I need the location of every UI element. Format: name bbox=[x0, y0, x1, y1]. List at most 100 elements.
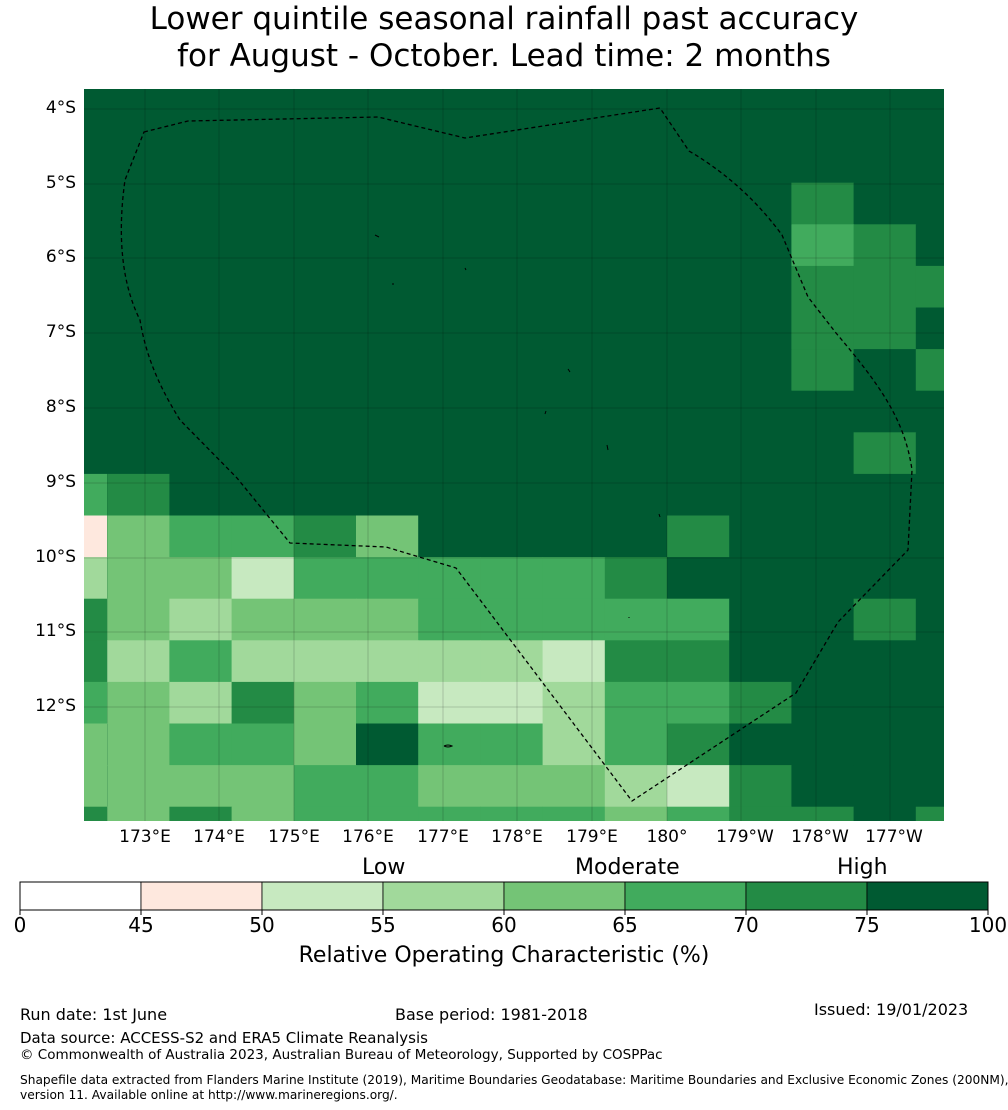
grid-cell bbox=[604, 515, 668, 558]
grid-cell bbox=[915, 765, 944, 808]
grid-cell bbox=[667, 182, 730, 225]
grid-cell bbox=[667, 89, 730, 100]
grid-cell bbox=[84, 473, 107, 516]
grid-cell bbox=[356, 182, 419, 225]
grid-cell bbox=[418, 473, 481, 516]
grid-cell bbox=[107, 390, 170, 433]
grid-cell bbox=[107, 141, 170, 184]
grid-cell bbox=[107, 432, 170, 475]
island-specks bbox=[374, 234, 661, 748]
grid-cell bbox=[231, 89, 295, 100]
grid-cell bbox=[915, 99, 944, 142]
longitude-label: 177°E bbox=[417, 827, 469, 847]
grid-cell bbox=[729, 349, 792, 392]
colorbar-segment bbox=[261, 881, 384, 911]
grid-cell bbox=[915, 515, 944, 558]
grid-cell bbox=[791, 141, 855, 184]
grid-cell bbox=[729, 598, 792, 641]
grid-cell bbox=[542, 141, 606, 184]
grid-cell bbox=[729, 723, 792, 766]
colorbar-tick-label: 0 bbox=[13, 913, 27, 937]
grid-cell bbox=[853, 224, 917, 267]
grid-cell bbox=[84, 681, 107, 724]
grid-cell bbox=[791, 557, 855, 600]
longitude-label: 174°E bbox=[193, 827, 245, 847]
grid-cell bbox=[729, 89, 792, 100]
grid-cell bbox=[107, 515, 170, 558]
grid-cell bbox=[853, 349, 917, 392]
grid-cell bbox=[107, 307, 170, 350]
grid-cell bbox=[480, 99, 544, 142]
grid-cell bbox=[231, 681, 295, 724]
grid-cell bbox=[231, 349, 295, 392]
latitude-label: 10°S bbox=[35, 547, 76, 567]
map-title-line-2: for August - October. Lead time: 2 month… bbox=[177, 38, 831, 74]
grid-cell bbox=[293, 182, 357, 225]
grid-cell bbox=[853, 598, 917, 641]
grid-cell bbox=[667, 723, 730, 766]
grid-cell bbox=[293, 99, 357, 142]
grid-cell bbox=[169, 806, 233, 821]
grid-cell bbox=[84, 224, 107, 267]
issued-date: Issued: 19/01/2023 bbox=[814, 1000, 969, 1019]
grid-cell bbox=[84, 182, 107, 225]
grid-cell bbox=[791, 723, 855, 766]
grid-cell bbox=[604, 390, 668, 433]
grid-cell bbox=[729, 432, 792, 475]
grid-cell bbox=[231, 723, 295, 766]
colorbar-segment bbox=[19, 881, 142, 911]
grid-cell bbox=[231, 515, 295, 558]
grid-cell bbox=[107, 473, 170, 516]
category-label-low: Low bbox=[362, 855, 406, 880]
grid-cell bbox=[604, 806, 668, 821]
grid-cell bbox=[231, 473, 295, 516]
colorbar-tick-label: 50 bbox=[249, 913, 275, 937]
grid-cell bbox=[356, 557, 419, 600]
grid-cell bbox=[542, 806, 606, 821]
grid-cell bbox=[480, 557, 544, 600]
colorbar-tick-label: 45 bbox=[128, 913, 154, 937]
grid-cell bbox=[84, 307, 107, 350]
grid-cell bbox=[480, 89, 544, 100]
grid-cell bbox=[169, 640, 233, 683]
grid-cell bbox=[107, 765, 170, 808]
grid-cell bbox=[169, 681, 233, 724]
grid-cell bbox=[791, 515, 855, 558]
grid-cell bbox=[231, 224, 295, 267]
grid-cell bbox=[480, 681, 544, 724]
grid-cell bbox=[356, 640, 419, 683]
island-speck bbox=[567, 368, 571, 373]
latitude-label: 6°S bbox=[45, 247, 76, 267]
grid-cell bbox=[853, 806, 917, 821]
grid-cell bbox=[480, 806, 544, 821]
grid-cell bbox=[231, 432, 295, 475]
grid-cell bbox=[293, 390, 357, 433]
colorbar-segment bbox=[745, 881, 868, 911]
longitude-label: 179°E bbox=[566, 827, 618, 847]
grid-cell bbox=[542, 515, 606, 558]
grid-cell bbox=[169, 723, 233, 766]
latitude-label: 5°S bbox=[45, 173, 76, 193]
grid-cell bbox=[84, 640, 107, 683]
grid-cell bbox=[293, 515, 357, 558]
grid-cell bbox=[480, 224, 544, 267]
grid-cell bbox=[293, 473, 357, 516]
grid-cell bbox=[853, 681, 917, 724]
colorbar bbox=[19, 881, 989, 915]
grid-cell bbox=[480, 265, 544, 308]
graticule bbox=[84, 89, 944, 821]
grid-cell bbox=[915, 557, 944, 600]
grid-cell bbox=[604, 89, 668, 100]
grid-cell bbox=[604, 473, 668, 516]
grid-cell bbox=[791, 99, 855, 142]
grid-cell bbox=[356, 89, 419, 100]
grid-cell bbox=[418, 806, 481, 821]
grid-cell bbox=[729, 640, 792, 683]
island-speck bbox=[464, 267, 467, 271]
latitude-label: 7°S bbox=[45, 322, 76, 342]
grid-cell bbox=[84, 265, 107, 308]
grid-cell bbox=[729, 224, 792, 267]
shapefile-credit-line-2: version 11. Available online at http://w… bbox=[20, 1088, 398, 1102]
grid-cell bbox=[542, 182, 606, 225]
grid-cell bbox=[418, 723, 481, 766]
